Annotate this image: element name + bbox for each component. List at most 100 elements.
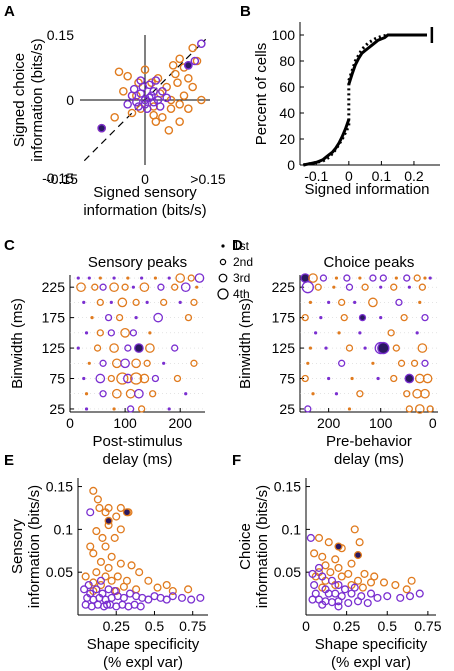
peak-point (353, 300, 357, 304)
data-point (196, 593, 205, 602)
legend-label-2nd: 2nd (233, 255, 253, 269)
x-axis-label: Signed information (304, 181, 429, 198)
peak-point (417, 343, 428, 353)
data-point (98, 533, 107, 542)
peak-point (129, 329, 138, 337)
peak-point (162, 361, 166, 365)
data-point (127, 561, 136, 570)
peak-point (358, 276, 362, 280)
data-point (358, 583, 367, 592)
y-tick-label: 20 (279, 131, 295, 147)
data-point (391, 580, 400, 590)
peak-point (87, 276, 91, 280)
size-legend: 1st 2nd 3rd 4th (217, 239, 253, 301)
x-tick-label: 0 (429, 415, 437, 431)
data-point (140, 95, 150, 105)
peak-point (190, 298, 198, 307)
data-point (353, 551, 363, 560)
x-tick-label: 0 (141, 171, 149, 187)
x-tick-label: 0.5 (145, 618, 165, 634)
data-point (168, 592, 177, 601)
peak-point (91, 283, 99, 291)
peak-point (123, 373, 133, 384)
data-point (104, 503, 113, 513)
peak-point (157, 283, 165, 291)
y-tick-label: 225 (272, 279, 296, 295)
data-point (140, 65, 150, 74)
peak-point (120, 327, 130, 338)
peak-point (187, 274, 195, 282)
peak-point (350, 376, 354, 381)
data-point (308, 569, 317, 578)
peak-point (131, 285, 135, 289)
peak-point (167, 276, 171, 280)
x-tick-label: 0.25 (103, 618, 130, 634)
data-point (314, 533, 324, 542)
data-point (331, 589, 340, 598)
peak-point (134, 343, 144, 353)
peak-point (311, 392, 315, 396)
peak-point (345, 283, 354, 291)
peak-point (369, 274, 377, 282)
panel-label-a: A (4, 3, 15, 20)
data-point (134, 78, 143, 87)
peak-point (143, 359, 151, 367)
x-axis-label: Signed sensory (93, 184, 197, 201)
peak-point (308, 300, 313, 304)
peak-point (151, 374, 160, 383)
data-point (142, 104, 152, 113)
data-point (318, 552, 327, 561)
y-tick-label: 60 (279, 79, 295, 95)
x-tick-label: 0.5 (378, 618, 398, 634)
peak-point (107, 329, 115, 337)
peak-point (371, 361, 375, 365)
peak-point (173, 374, 182, 383)
peak-point (190, 359, 198, 367)
data-point (158, 113, 167, 122)
data-point (147, 78, 156, 87)
data-point (334, 542, 343, 551)
peak-point (361, 283, 369, 291)
data-point (116, 559, 125, 568)
y-tick-label: 175 (42, 310, 66, 326)
diagonal-line (83, 38, 207, 162)
data-point (110, 533, 119, 542)
data-point (92, 527, 101, 536)
peak-point (153, 276, 158, 280)
peak-point (300, 273, 311, 283)
data-point (116, 503, 125, 513)
data-point (107, 576, 116, 585)
data-point (175, 54, 184, 64)
data-point (184, 585, 193, 594)
series-line-solid (303, 119, 351, 167)
y-axis-label: Percent of cells (253, 43, 270, 146)
data-point (92, 585, 101, 594)
peak-point (124, 344, 132, 352)
peak-point (93, 344, 102, 352)
data-point (145, 80, 154, 90)
data-point (318, 600, 327, 609)
data-point (383, 592, 392, 601)
data-point (132, 97, 141, 107)
peak-point (145, 300, 149, 304)
data-point (306, 533, 315, 542)
data-point (366, 589, 376, 598)
data-point (197, 95, 206, 105)
x-tick-label: -0.1 (304, 168, 328, 184)
peak-point (126, 276, 130, 280)
x-axis-label: (% expl var) (103, 654, 183, 671)
peak-point (327, 300, 331, 304)
chart-e: 0.05 0.1 0.15 0.25 0.5 0.75 Shape specificity(… (9, 478, 208, 671)
peak-point (345, 344, 354, 352)
y-tick-label: 80 (279, 53, 295, 69)
y-axis-label: Binwidth (ms) (9, 298, 26, 389)
x-axis-label: delay (ms) (334, 451, 404, 468)
data-point (116, 525, 125, 534)
y-tick-label: 25 (49, 401, 65, 417)
data-point (310, 580, 319, 590)
peak-point (132, 298, 140, 307)
data-point (114, 67, 124, 77)
data-point (347, 559, 356, 568)
peak-point (358, 331, 362, 335)
y-axis-label: Choice (237, 523, 254, 570)
